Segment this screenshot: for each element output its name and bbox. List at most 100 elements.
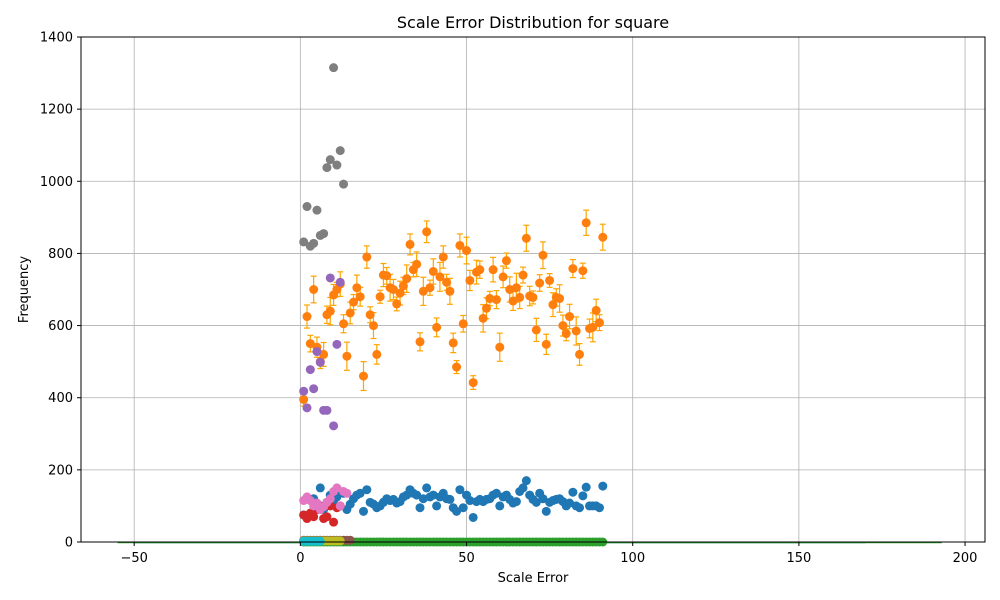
data-point bbox=[491, 295, 501, 305]
data-point bbox=[325, 273, 335, 283]
data-point bbox=[299, 237, 309, 247]
plot-frame bbox=[80, 36, 986, 543]
data-point bbox=[455, 240, 465, 250]
data-point bbox=[458, 503, 468, 513]
data-point bbox=[355, 292, 365, 302]
data-point bbox=[501, 256, 511, 266]
data-point bbox=[455, 485, 465, 495]
data-point bbox=[555, 294, 565, 304]
data-point bbox=[538, 494, 548, 504]
data-point bbox=[302, 202, 312, 212]
data-point bbox=[329, 421, 339, 431]
data-point bbox=[315, 357, 325, 367]
data-point bbox=[352, 283, 362, 293]
data-point bbox=[495, 342, 505, 352]
data-point bbox=[342, 488, 352, 498]
data-point bbox=[375, 292, 385, 302]
data-point bbox=[332, 160, 342, 170]
data-point bbox=[372, 349, 382, 359]
data-point bbox=[558, 321, 568, 331]
data-point bbox=[392, 299, 402, 309]
data-point bbox=[362, 252, 372, 262]
y-tick-label: 600 bbox=[48, 319, 73, 334]
data-point bbox=[568, 487, 578, 497]
data-point bbox=[355, 488, 365, 498]
data-point bbox=[365, 310, 375, 320]
x-tick-label: 150 bbox=[786, 551, 811, 566]
data-point bbox=[575, 349, 585, 359]
data-point bbox=[312, 347, 322, 357]
data-point bbox=[309, 384, 319, 394]
data-point bbox=[349, 297, 359, 307]
data-point bbox=[468, 512, 478, 522]
data-point bbox=[578, 266, 588, 276]
data-point bbox=[528, 292, 538, 302]
data-points bbox=[299, 63, 608, 547]
data-point bbox=[412, 490, 422, 500]
data-point bbox=[432, 501, 442, 511]
data-point bbox=[425, 283, 435, 293]
data-point bbox=[415, 337, 425, 347]
data-point bbox=[485, 294, 495, 304]
y-tick-label: 1400 bbox=[40, 31, 73, 46]
data-point bbox=[511, 283, 521, 293]
data-point bbox=[322, 163, 332, 173]
data-point bbox=[495, 501, 505, 511]
data-point bbox=[382, 271, 392, 281]
data-point bbox=[568, 264, 578, 274]
data-point bbox=[538, 250, 548, 260]
x-axis-ticks: −50 0 50 100 150 200 bbox=[120, 542, 977, 566]
data-point bbox=[299, 386, 309, 396]
data-point bbox=[448, 338, 458, 348]
data-point bbox=[309, 285, 319, 294]
data-point bbox=[422, 227, 432, 237]
data-point bbox=[561, 329, 571, 339]
data-point bbox=[435, 272, 445, 282]
data-point bbox=[302, 312, 312, 322]
y-axis-label: Frequency bbox=[17, 256, 32, 323]
data-point bbox=[335, 146, 345, 156]
data-point bbox=[465, 496, 475, 506]
data-point bbox=[325, 494, 335, 504]
x-tick-label: −50 bbox=[120, 551, 147, 566]
data-point bbox=[428, 266, 438, 276]
x-tick-label: 100 bbox=[620, 551, 645, 566]
data-point bbox=[345, 308, 355, 318]
data-point bbox=[405, 239, 415, 249]
data-point bbox=[438, 252, 448, 262]
data-point bbox=[581, 218, 591, 228]
data-point bbox=[488, 265, 498, 275]
data-point bbox=[445, 286, 455, 296]
data-point bbox=[594, 503, 604, 513]
data-point bbox=[422, 483, 432, 493]
data-point bbox=[598, 481, 608, 491]
y-tick-label: 0 bbox=[65, 536, 73, 551]
data-point bbox=[521, 233, 531, 243]
data-point bbox=[535, 278, 545, 288]
data-point bbox=[575, 503, 585, 513]
data-point bbox=[491, 488, 501, 498]
y-tick-label: 400 bbox=[48, 391, 73, 406]
data-point bbox=[548, 300, 558, 310]
data-point bbox=[329, 517, 339, 527]
data-point bbox=[432, 322, 442, 332]
data-point bbox=[475, 265, 485, 275]
data-point bbox=[388, 285, 398, 294]
data-point bbox=[452, 362, 462, 372]
data-point bbox=[335, 536, 345, 546]
data-point bbox=[312, 205, 322, 215]
data-point bbox=[335, 277, 345, 287]
data-point bbox=[415, 503, 425, 513]
data-point bbox=[571, 326, 581, 336]
data-point bbox=[588, 322, 598, 332]
data-point bbox=[335, 501, 345, 511]
data-point bbox=[521, 476, 531, 486]
y-tick-label: 800 bbox=[48, 247, 73, 262]
data-point bbox=[508, 296, 518, 306]
data-point bbox=[329, 63, 339, 73]
data-point bbox=[591, 305, 601, 315]
chart-title: Scale Error Distribution for square bbox=[397, 13, 669, 32]
data-point bbox=[515, 292, 525, 302]
data-point bbox=[412, 259, 422, 269]
